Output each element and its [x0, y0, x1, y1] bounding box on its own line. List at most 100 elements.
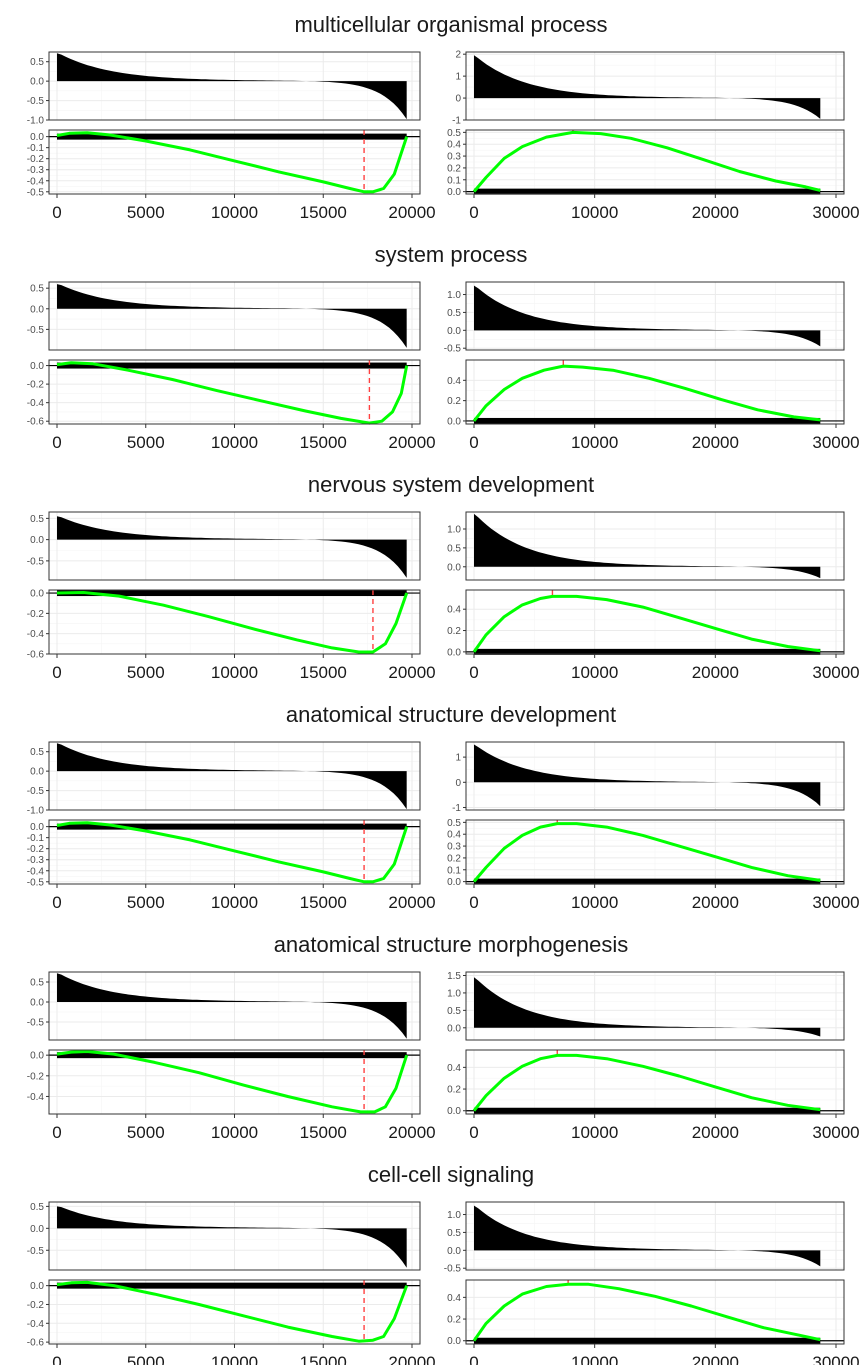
y-tick-label: -0.5 [27, 556, 45, 567]
y-tick-label: -1.0 [27, 116, 45, 127]
x-tick-label: 10000 [211, 1123, 258, 1142]
panel-border [465, 1049, 845, 1115]
y-tick-label: -0.4 [27, 398, 45, 409]
y-tick-label: 0.2 [447, 1315, 461, 1326]
running-es-curve [472, 364, 821, 422]
y-tick-label: 0.5 [447, 1228, 461, 1239]
x-tick-label: 20000 [692, 893, 739, 912]
y-tick-label: 0.5 [447, 308, 461, 319]
running-es-curve [472, 1282, 821, 1342]
x-tick-label: 20000 [388, 203, 435, 222]
y-tick-label: 0.4 [447, 1293, 461, 1304]
y-tick-label: 0.3 [447, 152, 461, 163]
ranked-metric-panel: 1.0 0.5 0.0 -0.5 [444, 1201, 845, 1275]
y-tick-label: -0.5 [27, 1246, 45, 1257]
y-tick-label: 0.0 [30, 132, 44, 143]
x-tick-label: 0 [52, 893, 61, 912]
x-tick-label: 0 [469, 433, 478, 452]
ranked-metric-panel: 1.0 0.5 0.0 -0.5 [444, 281, 845, 355]
y-tick-label: 0.3 [447, 842, 461, 853]
x-tick-label: 10000 [211, 663, 258, 682]
panel-border [465, 129, 845, 195]
gsea-block: nervous system development 0.5 0.0 -0.5 0.0 -… [27, 472, 859, 682]
y-tick-label: -0.4 [27, 866, 45, 877]
x-tick-label: 5000 [127, 663, 165, 682]
gsea-block: system process0.50.0-0.50.0-0.2-0.4-0.60… [27, 242, 859, 452]
y-tick-label: 0.0 [30, 1281, 44, 1292]
y-tick-label: 1.0 [447, 290, 461, 301]
y-tick-label: 0.0 [30, 767, 44, 778]
y-tick-label: 1 [455, 753, 461, 764]
x-tick-label: 0 [52, 203, 61, 222]
x-tick-label: 0 [52, 433, 61, 452]
y-tick-label: -0.5 [444, 1264, 462, 1275]
panel-border [465, 819, 845, 885]
y-tick-label: -0.2 [27, 609, 45, 620]
y-tick-label: 0.0 [30, 998, 44, 1009]
y-tick-label: 1.5 [447, 971, 461, 982]
y-tick-label: -0.4 [27, 1092, 45, 1103]
x-tick-label: 10000 [571, 1123, 618, 1142]
y-tick-label: 0.5 [30, 57, 44, 68]
x-tick-label: 5000 [127, 893, 165, 912]
y-tick-label: -0.2 [27, 1300, 45, 1311]
y-tick-label: -0.4 [27, 176, 45, 187]
panel-border [48, 51, 421, 121]
x-tick-label: 10000 [211, 893, 258, 912]
y-tick-label: -0.5 [27, 786, 45, 797]
enrichment-score-panel: 0.4 0.2 0.0 0 10000 20000 30000 [447, 589, 859, 682]
y-tick-label: -0.6 [27, 650, 45, 661]
x-tick-label: 10000 [571, 203, 618, 222]
x-tick-label: 30000 [812, 663, 859, 682]
x-tick-label: 10000 [571, 893, 618, 912]
y-tick-label: 0.1 [447, 175, 461, 186]
y-tick-label: 0.0 [30, 304, 44, 315]
y-tick-label: 2 [455, 50, 461, 61]
y-tick-label: 0.0 [447, 1106, 461, 1117]
x-tick-label: 10000 [571, 433, 618, 452]
ranked-metric-area [474, 513, 821, 579]
y-tick-label: 0.0 [447, 1023, 461, 1034]
running-es-curve [472, 1053, 821, 1112]
x-tick-label: 20000 [388, 1123, 435, 1142]
y-tick-label: 0 [455, 94, 461, 105]
panel-border [465, 1201, 845, 1271]
x-tick-label: 0 [469, 663, 478, 682]
running-es-curve [56, 361, 409, 425]
y-tick-label: 0.0 [447, 1336, 461, 1347]
y-tick-label: -0.5 [27, 877, 45, 888]
ranked-metric-panel: 0.5 0.0 -0.5 -1.0 [27, 51, 421, 127]
ranked-metric-panel: 0.5 0.0 -0.5 [27, 1201, 421, 1271]
y-tick-label: 0.4 [447, 376, 461, 387]
y-tick-label: 1.0 [447, 988, 461, 999]
facet-title: multicellular organismal process [294, 12, 607, 37]
enrichment-score-panel: 0.4 0.2 0.0 0 10000 20000 30000 [447, 359, 859, 452]
x-tick-label: 30000 [812, 893, 859, 912]
x-tick-label: 15000 [300, 433, 347, 452]
y-tick-label: 0.0 [30, 361, 44, 372]
enrichment-score-panel: 0.0-0.1-0.2-0.3-0.4-0.5 0 5000 10000 15000 20… [27, 129, 436, 222]
y-tick-label: 0.1 [447, 865, 461, 876]
panel-border [465, 971, 845, 1041]
y-tick-label: -1 [452, 803, 461, 814]
y-tick-label: -0.6 [27, 417, 45, 428]
x-tick-label: 5000 [127, 1123, 165, 1142]
panel-border [465, 51, 845, 121]
panel-border [48, 281, 421, 351]
x-tick-label: 0 [469, 1353, 478, 1365]
running-es-curve [56, 1050, 409, 1114]
y-tick-label: -0.6 [27, 1338, 45, 1349]
ranked-metric-area [57, 973, 407, 1039]
y-tick-label: 0.0 [30, 535, 44, 546]
y-tick-label: 0.2 [447, 396, 461, 407]
x-tick-label: 0 [52, 663, 61, 682]
y-tick-label: 0.2 [447, 626, 461, 637]
ranked-metric-area [57, 284, 407, 348]
ranked-metric-area [57, 516, 407, 578]
panel-border [465, 511, 845, 581]
x-tick-label: 10000 [211, 203, 258, 222]
x-tick-label: 15000 [300, 203, 347, 222]
x-tick-label: 20000 [692, 1123, 739, 1142]
y-tick-label: -0.4 [27, 629, 45, 640]
ranked-metric-panel: 0.5 0.0 -0.5 -1.0 [27, 741, 421, 817]
